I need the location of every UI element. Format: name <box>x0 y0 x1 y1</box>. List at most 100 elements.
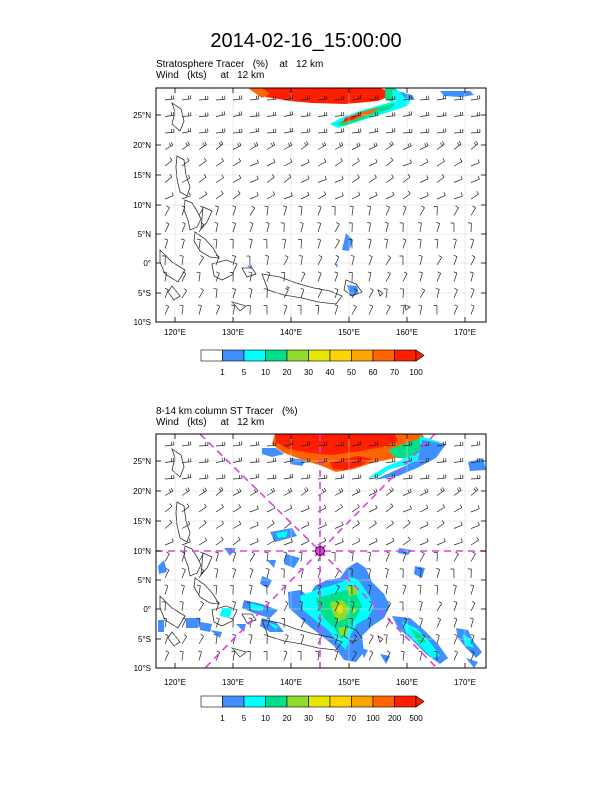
wind-barb <box>417 222 422 233</box>
wind-barb <box>348 585 353 595</box>
wind-barb <box>248 271 253 282</box>
wind-barb <box>385 205 390 216</box>
wind-barb <box>351 142 361 150</box>
wind-barb <box>198 568 205 579</box>
wind-barb <box>198 141 207 150</box>
wind-barb <box>450 568 455 579</box>
wind-barb <box>470 486 479 496</box>
wind-barb <box>232 474 243 480</box>
wind-barb <box>419 205 425 216</box>
wind-barb <box>249 487 259 496</box>
wind-barb <box>402 536 411 546</box>
wind-barb <box>300 441 311 447</box>
wind-barb <box>266 158 276 167</box>
wind-barb <box>436 95 447 101</box>
panel1-colorbar-label: 60 <box>369 368 378 377</box>
wind-barb <box>348 239 353 249</box>
wind-barb <box>232 536 241 546</box>
wind-barb <box>419 488 429 496</box>
wind-barb <box>215 304 221 315</box>
wind-barb <box>161 601 166 612</box>
wind-barb <box>281 271 286 282</box>
wind-barb <box>317 111 328 117</box>
wind-barb <box>436 174 445 183</box>
wind-barb <box>351 94 362 101</box>
wind-barb <box>368 191 378 200</box>
wind-barb <box>283 440 294 447</box>
wind-barb <box>317 191 327 200</box>
wind-barb <box>283 634 289 645</box>
wind-barb <box>197 304 202 315</box>
panel1-tracer-fill <box>247 88 474 296</box>
wind-barb <box>417 568 422 579</box>
wind-barb <box>467 568 472 579</box>
wind-barb <box>179 304 184 315</box>
wind-barb <box>163 617 167 628</box>
wind-barb <box>334 157 343 167</box>
wind-barb <box>249 505 259 513</box>
wind-barb <box>453 255 458 266</box>
wind-barb <box>385 537 395 546</box>
wind-barb <box>470 140 479 150</box>
wind-barb <box>179 601 184 612</box>
wind-barb <box>453 521 463 529</box>
wind-barb <box>263 288 268 299</box>
wind-barb <box>197 650 202 661</box>
wind-barb <box>266 191 276 200</box>
wind-barb <box>282 238 287 249</box>
wind-barb <box>315 650 320 661</box>
wind-barb <box>215 157 224 167</box>
wind-barb <box>283 111 294 117</box>
wind-barb <box>399 222 404 233</box>
wind-barb <box>351 634 358 645</box>
wind-barb <box>350 255 355 266</box>
wind-barb <box>368 158 378 167</box>
wind-barb <box>453 175 463 183</box>
wind-barb <box>213 288 218 299</box>
wind-barb <box>419 95 430 101</box>
diagonal-line-sw <box>204 550 321 669</box>
wind-barb <box>367 617 372 628</box>
wind-barb <box>433 206 438 216</box>
wind-barb <box>300 617 306 628</box>
wind-barb <box>436 601 443 612</box>
wind-barb <box>249 222 254 233</box>
wind-barb <box>351 157 360 167</box>
wind-barb <box>334 304 339 315</box>
panel1-lat-label: 25°N <box>133 111 151 120</box>
wind-barb <box>232 205 237 216</box>
wind-barb <box>246 305 251 315</box>
wind-barb <box>215 95 226 101</box>
wind-barb <box>418 601 423 612</box>
wind-barb <box>264 551 269 562</box>
wind-barb <box>433 651 438 661</box>
wind-barb <box>334 617 339 628</box>
wind-barb <box>198 157 207 167</box>
colorbar-swatch <box>286 349 309 362</box>
colorbar-swatch <box>329 349 352 362</box>
wind-barb <box>385 551 390 562</box>
wind-barb <box>436 112 447 117</box>
panel1-colorbar-label: 10 <box>261 368 270 377</box>
wind-barb <box>198 288 204 299</box>
wind-barb <box>436 192 446 200</box>
wind-barb <box>334 288 339 299</box>
wind-barb <box>351 488 361 496</box>
wind-barb <box>419 634 426 645</box>
wind-barb <box>164 634 169 645</box>
wind-barb <box>232 457 243 463</box>
wind-barb <box>280 222 285 233</box>
wind-barb <box>232 222 237 233</box>
wind-barb <box>418 650 423 661</box>
wind-barb <box>283 158 293 167</box>
panel2-lat-label: 10°N <box>133 547 151 556</box>
wind-barb <box>317 487 327 496</box>
wind-barb <box>317 474 328 480</box>
wind-barb <box>246 651 251 661</box>
panel2-lat-label: 5°S <box>138 635 151 644</box>
panel2-subtitle-1: 8-14 km column ST Tracer (%) <box>156 406 298 417</box>
wind-barb <box>317 141 327 150</box>
wind-barb <box>283 141 293 150</box>
wind-barb <box>436 617 441 628</box>
wind-barb <box>348 568 353 579</box>
